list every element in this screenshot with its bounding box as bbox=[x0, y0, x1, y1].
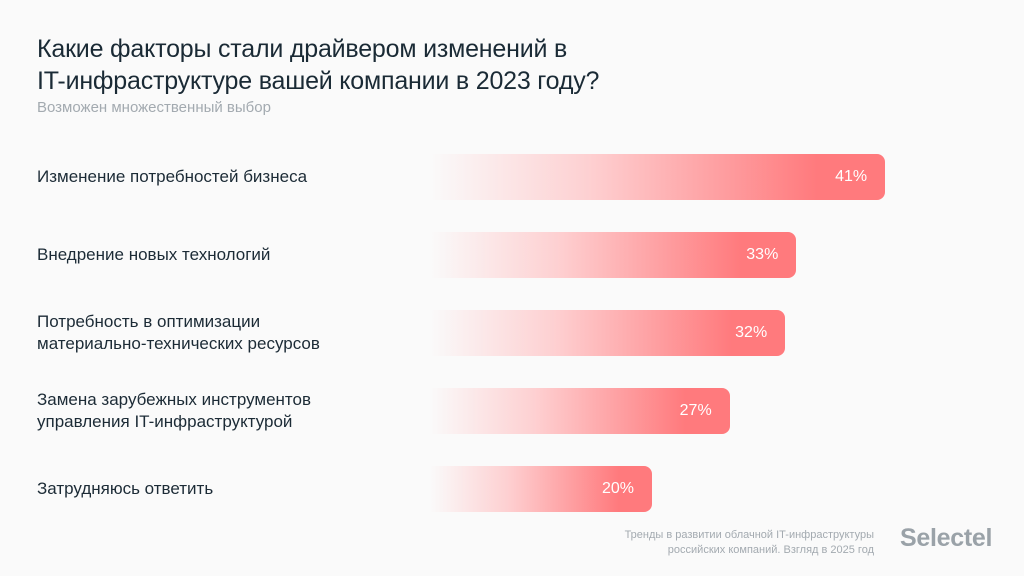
bar: 33% bbox=[430, 232, 797, 278]
category-label: Замена зарубежных инструментов управления… bbox=[37, 389, 311, 433]
bar: 32% bbox=[430, 310, 786, 356]
chart-title: Какие факторы стали драйвером изменений … bbox=[37, 33, 599, 97]
selectel-logo: Selectel bbox=[900, 524, 993, 552]
category-label: Затрудняюсь ответить bbox=[37, 478, 213, 500]
category-label-line: управления IT-инфраструктурой bbox=[37, 412, 293, 431]
bar-value-label: 32% bbox=[735, 324, 768, 341]
category-label-line: Замена зарубежных инструментов bbox=[37, 390, 312, 409]
category-label-line: Потребность в оптимизации bbox=[37, 312, 261, 331]
bar: 27% bbox=[430, 388, 730, 434]
bar: 20% bbox=[430, 466, 652, 512]
category-label-line: Внедрение новых технологий bbox=[37, 245, 271, 264]
chart-title-line-2: IT-инфраструктуре вашей компании в 2023 … bbox=[37, 67, 600, 95]
bar-value-label: 41% bbox=[835, 168, 868, 185]
bar-value-label: 27% bbox=[679, 402, 712, 419]
category-label: Внедрение новых технологий bbox=[37, 244, 270, 266]
source-note-line-2: российских компаний. Взгляд в 2025 год bbox=[667, 544, 874, 556]
bar-value-label: 33% bbox=[746, 246, 779, 263]
category-label: Изменение потребностей бизнеса bbox=[37, 166, 307, 188]
category-label-line: материально-технических ресурсов bbox=[37, 334, 320, 353]
category-label-line: Изменение потребностей бизнеса bbox=[37, 167, 308, 186]
category-label: Потребность в оптимизации материально-тех… bbox=[37, 311, 320, 355]
bar-value-label: 20% bbox=[601, 480, 634, 497]
chart-title-line-1: Какие факторы стали драйвером изменений … bbox=[37, 35, 568, 63]
source-note: Тренды в развитии облачной IT-инфраструк… bbox=[625, 528, 874, 558]
category-label-line: Затрудняюсь ответить bbox=[37, 479, 214, 498]
chart-subtitle: Возможен множественный выбор bbox=[37, 99, 271, 116]
bar: 41% bbox=[430, 154, 886, 200]
source-note-line-1: Тренды в развитии облачной IT-инфраструк… bbox=[624, 529, 874, 541]
